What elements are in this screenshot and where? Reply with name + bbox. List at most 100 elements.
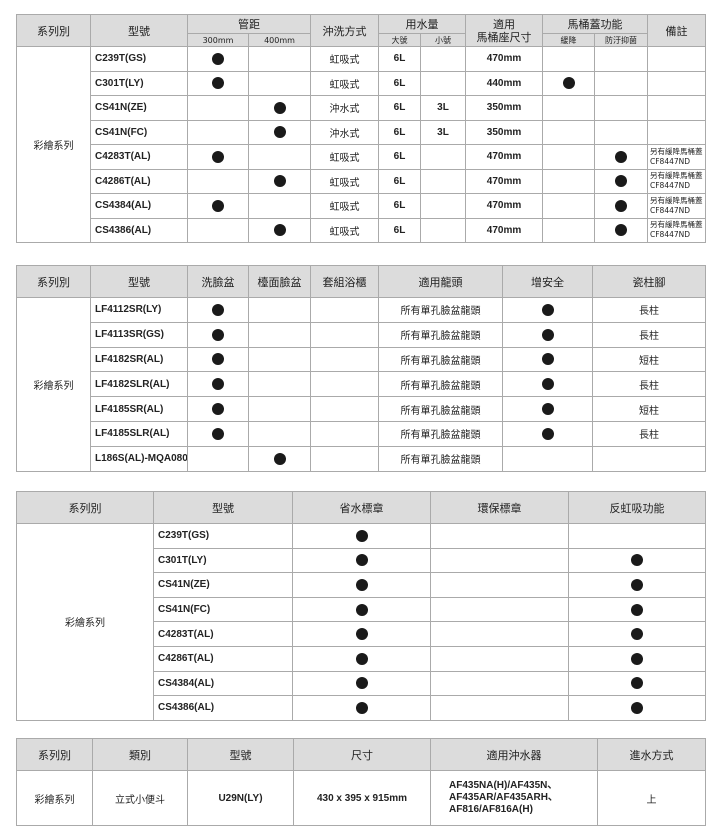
filled-dot-icon (562, 77, 575, 90)
basin-cell (187, 346, 249, 373)
p300-cell (187, 119, 249, 145)
header-small: 小號 (420, 33, 466, 47)
seat-cell: 470mm (465, 193, 543, 219)
set-cell (310, 346, 379, 373)
filled-dot-icon (615, 175, 627, 188)
header-cell: 增安全 (502, 265, 593, 298)
faucet-cell: 所有單孔臉盆龍頭 (378, 297, 503, 323)
big-cell: 6L (378, 144, 421, 170)
slow-cell (542, 193, 595, 219)
anti-cell (568, 645, 706, 672)
p400-cell (248, 119, 311, 145)
table-row: CS4386(AL) (17, 695, 706, 721)
slow-cell (542, 144, 595, 170)
table-row: 彩繪系列 C239T(GS) 虹吸式 6L 470mm (16, 46, 706, 243)
table-row: CS41N(FC) (17, 596, 706, 623)
anti-cell (594, 193, 648, 219)
header-cell: 型號 (187, 738, 294, 771)
header-cell: 系列別 (16, 738, 93, 771)
water-cell (292, 645, 431, 672)
water-cell (292, 695, 431, 721)
counter-cell (248, 445, 311, 472)
big-cell: 6L (378, 70, 421, 96)
pedestal-cell: 長柱 (592, 420, 706, 447)
header-lid: 馬桶蓋功能 (542, 14, 648, 34)
model-cell: LF4112SR(LY) (90, 297, 188, 323)
big-cell: 6L (378, 193, 421, 219)
basin-cell (187, 420, 249, 447)
pedestal-cell (592, 445, 706, 472)
filled-dot-icon (615, 199, 627, 212)
set-cell (310, 396, 379, 422)
model-cell: CS4386(AL) (90, 217, 188, 243)
filled-dot-icon (541, 353, 554, 366)
flush-cell: 沖水式 (310, 95, 379, 121)
p300-cell (187, 95, 249, 121)
pedestal-cell: 長柱 (592, 321, 706, 348)
filled-dot-icon (212, 328, 224, 341)
faucet-cell: 所有單孔臉盆龍頭 (378, 396, 503, 422)
header-cell: 適用龍頭 (378, 265, 503, 298)
filled-dot-icon (541, 303, 554, 316)
eco-cell (430, 621, 569, 647)
header-cell: 適用沖水器 (430, 738, 598, 771)
header-cell: 類別 (92, 738, 188, 771)
filled-dot-icon (273, 126, 286, 139)
p300-cell (187, 217, 249, 243)
model-cell: C239T(GS) (90, 46, 188, 72)
big-cell: 6L (378, 168, 421, 194)
filled-dot-icon (631, 701, 643, 714)
seat-cell: 350mm (465, 119, 543, 145)
anti-cell (568, 670, 706, 697)
filled-dot-icon (212, 199, 224, 212)
anti-cell (568, 523, 706, 549)
flush-cell: 虹吸式 (310, 46, 379, 72)
water-cell (292, 621, 431, 647)
slow-cell (542, 46, 595, 72)
filled-dot-icon (631, 628, 643, 641)
safe-cell (502, 346, 593, 373)
header-cell: 洗臉盆 (187, 265, 249, 298)
filled-dot-icon (273, 101, 286, 114)
table-row: 彩繪系列 LF4112SR(LY) 所有單孔臉盆龍頭 長柱 (16, 297, 706, 472)
safe-cell (502, 396, 593, 422)
filled-dot-icon (631, 652, 643, 665)
slow-cell (542, 119, 595, 145)
model-cell: C4283T(AL) (90, 144, 188, 170)
header-cell: 檯面臉盆 (248, 265, 311, 298)
p400-cell (248, 46, 311, 72)
table-row: C4286T(AL) (17, 645, 706, 672)
filled-dot-icon (541, 328, 554, 341)
filled-dot-icon (355, 628, 368, 641)
seat-cell: 440mm (465, 70, 543, 96)
filled-dot-icon (212, 52, 224, 65)
note-cell (647, 95, 706, 121)
eco-cell (430, 572, 569, 598)
note-cell (647, 46, 706, 72)
anti-cell (594, 144, 648, 170)
seat-cell: 470mm (465, 168, 543, 194)
safe-cell (502, 297, 593, 323)
p300-cell (187, 70, 249, 96)
filled-dot-icon (273, 175, 286, 188)
model-cell: C301T(LY) (153, 547, 293, 574)
safe-cell (502, 420, 593, 447)
filled-dot-icon (631, 578, 643, 591)
header-cell: 系列別 (16, 491, 154, 524)
model-cell: LF4182SLR(AL) (90, 371, 188, 398)
toilet-spec-table: 系列別 型號 管距 沖洗方式 用水量 適用 馬桶座尺寸 馬桶蓋功能 備註 300… (16, 14, 706, 243)
series-cell: 彩繪系列 (16, 523, 154, 721)
filled-dot-icon (355, 701, 368, 714)
anti-cell (594, 217, 648, 243)
table-row: CS4384(AL) 虹吸式 6L 470mm 另有緩降馬桶蓋CF8447ND (17, 193, 706, 219)
big-cell: 6L (378, 119, 421, 145)
basin-cell (187, 371, 249, 398)
model-cell: C239T(GS) (153, 523, 293, 549)
table-row: CS41N(ZE) 沖水式 6L 3L 350mm (17, 95, 706, 121)
small-cell (420, 46, 466, 72)
seat-cell: 350mm (465, 95, 543, 121)
pedestal-cell: 短柱 (592, 346, 706, 373)
small-cell: 3L (420, 95, 466, 121)
counter-cell (248, 371, 311, 398)
eco-cell (430, 523, 569, 549)
